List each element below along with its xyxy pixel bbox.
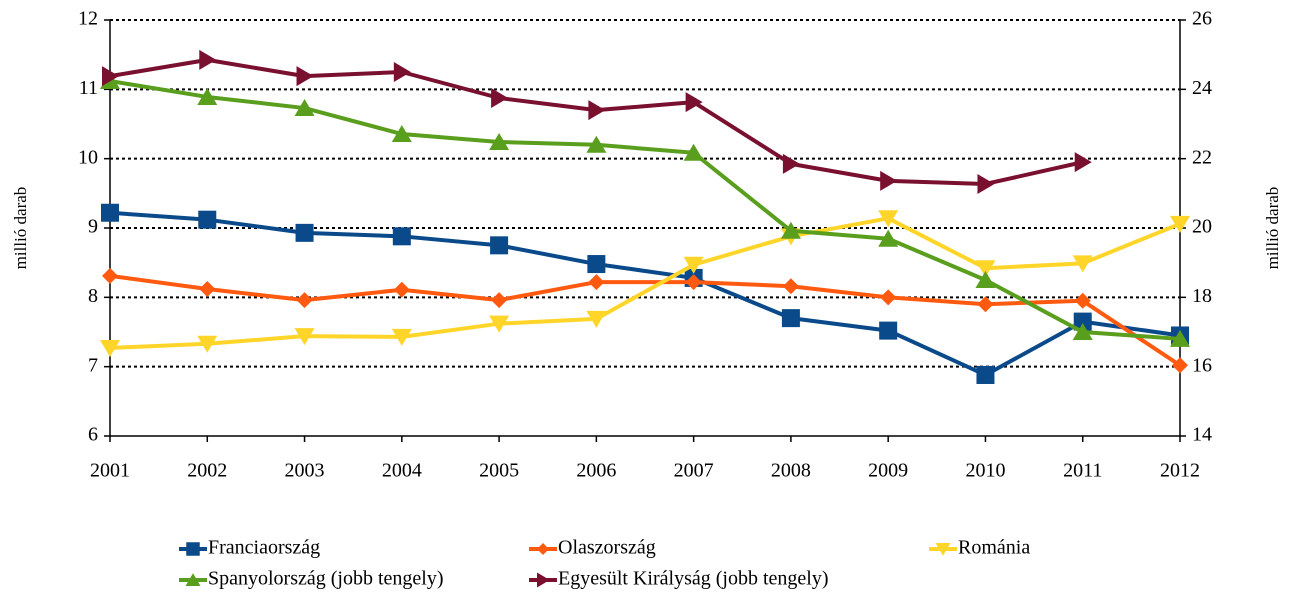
marker [296,66,314,87]
y2-tick-label: 20 [1192,216,1212,238]
x-tick-label: 2012 [1160,460,1200,482]
y-tick-label: 11 [79,77,98,99]
marker [588,274,605,291]
marker [296,292,313,309]
legend-marker [186,542,200,556]
marker [102,267,118,284]
marker [587,255,606,274]
x-tick-label: 2011 [1063,460,1102,482]
marker [100,339,120,357]
marker [880,170,898,191]
marker [392,227,411,246]
x-tick-label: 2003 [285,460,325,482]
marker [975,271,996,288]
marker [586,135,607,153]
marker [588,100,606,121]
x-tick-label: 2004 [382,460,422,482]
series-line [109,216,1181,350]
legend-marker [537,572,550,588]
marker [975,260,996,278]
y-tick-label: 8 [88,285,98,307]
marker [391,125,412,143]
marker [101,203,119,222]
marker [294,99,315,117]
marker [1170,329,1190,347]
legend-label: Románia [958,537,1030,559]
marker [977,296,994,313]
y2-tick-label: 22 [1192,146,1212,168]
y-tick-label: 10 [78,146,98,168]
marker [491,88,509,108]
marker [1073,312,1092,331]
y-tick-label: 6 [88,424,98,446]
marker [199,281,216,298]
marker [878,210,899,228]
marker [976,365,995,384]
y2-axis-label: millió darab [1263,187,1282,270]
marker [393,281,410,298]
marker [102,66,119,87]
series-line [109,210,1181,377]
marker [683,256,704,274]
marker [685,92,703,113]
marker [197,335,218,353]
y2-tick-label: 16 [1192,354,1212,376]
marker [1170,215,1190,233]
marker [391,328,412,346]
y2-tick-label: 24 [1192,77,1212,99]
marker [1172,357,1188,374]
legend-marker [537,543,549,555]
y-axis-label: millió darab [11,187,30,270]
x-tick-label: 2010 [965,460,1005,482]
marker [197,87,218,105]
marker [295,223,314,242]
legend-marker [935,543,951,556]
x-tick-label: 2009 [868,460,908,482]
marker [782,153,800,174]
marker [977,173,995,194]
y2-tick-label: 18 [1192,285,1212,307]
marker [489,133,510,151]
marker [685,274,702,291]
legend-label: Olaszország [558,537,656,559]
marker [199,49,217,70]
x-tick-label: 2002 [187,460,227,482]
marker [780,221,801,239]
marker [781,309,800,328]
legend-label: Franciaország [208,537,320,559]
x-tick-label: 2006 [576,460,616,482]
x-tick-label: 2001 [90,460,130,482]
marker [683,143,704,161]
x-tick-label: 2007 [674,460,714,482]
marker [490,236,509,255]
y-tick-label: 12 [78,8,98,30]
marker [878,229,899,247]
y-tick-label: 9 [88,216,98,238]
x-tick-label: 2008 [771,460,811,482]
marker [1074,292,1091,309]
y-tick-label: 7 [88,354,98,376]
y2-tick-label: 26 [1192,8,1212,30]
legend-label: Spanyolország (jobb tengely) [208,568,444,590]
legend-label: Egyesült Királyság (jobb tengely) [558,568,829,590]
y2-tick-label: 14 [1192,424,1212,446]
marker [586,310,607,328]
marker [489,315,510,333]
marker [198,210,217,229]
marker [393,62,411,82]
marker [782,278,799,295]
x-tick-label: 2005 [479,460,519,482]
marker [880,289,897,306]
marker [879,321,898,340]
marker [1074,152,1092,173]
marker [294,328,315,346]
series-line [109,273,1182,367]
legend-marker [185,573,201,586]
marker [491,292,508,309]
series-line [109,57,1084,186]
marker [1072,323,1093,340]
marker [1072,255,1093,273]
series-line [109,79,1181,341]
